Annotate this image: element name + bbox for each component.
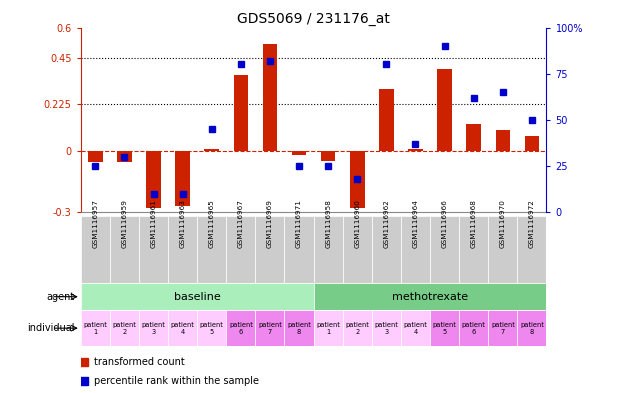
Text: GSM1116959: GSM1116959 (121, 199, 127, 248)
Text: GSM1116958: GSM1116958 (325, 199, 331, 248)
Text: GSM1116972: GSM1116972 (529, 199, 535, 248)
Bar (372, 310, 401, 346)
Bar (146, 151, 161, 208)
Bar (459, 216, 488, 283)
Text: individual: individual (27, 323, 75, 333)
Text: baseline: baseline (174, 292, 220, 302)
Text: GSM1116960: GSM1116960 (354, 199, 360, 248)
Text: GSM1116961: GSM1116961 (150, 199, 156, 248)
Bar (430, 216, 459, 283)
Bar (517, 216, 546, 283)
Bar (197, 310, 226, 346)
Bar (226, 216, 255, 283)
Bar (284, 216, 314, 283)
Text: patient
3: patient 3 (142, 321, 165, 335)
Text: percentile rank within the sample: percentile rank within the sample (94, 376, 259, 386)
Title: GDS5069 / 231176_at: GDS5069 / 231176_at (237, 13, 390, 26)
Bar (117, 151, 132, 162)
Text: GSM1116970: GSM1116970 (500, 199, 506, 248)
Bar (517, 310, 546, 346)
Text: patient
2: patient 2 (345, 321, 369, 335)
Bar (488, 310, 517, 346)
Bar (466, 124, 481, 151)
Bar (81, 310, 110, 346)
Bar (430, 310, 459, 346)
Bar (314, 310, 343, 346)
Bar (284, 310, 314, 346)
Bar (525, 136, 539, 151)
Text: GSM1116967: GSM1116967 (238, 199, 244, 248)
Bar (292, 151, 306, 155)
Text: patient
6: patient 6 (462, 321, 486, 335)
Bar (81, 216, 110, 283)
Bar (197, 216, 226, 283)
Text: transformed count: transformed count (94, 356, 184, 367)
Bar (226, 310, 255, 346)
Text: methotrexate: methotrexate (392, 292, 468, 302)
Text: patient
4: patient 4 (171, 321, 194, 335)
Text: GSM1116968: GSM1116968 (471, 199, 477, 248)
Bar (314, 283, 546, 310)
Text: patient
3: patient 3 (374, 321, 398, 335)
Bar (233, 75, 248, 151)
Bar (255, 216, 284, 283)
Bar (81, 283, 314, 310)
Bar (459, 310, 488, 346)
Text: patient
1: patient 1 (316, 321, 340, 335)
Text: GSM1116971: GSM1116971 (296, 199, 302, 248)
Text: patient
1: patient 1 (83, 321, 107, 335)
Text: patient
7: patient 7 (491, 321, 515, 335)
Text: patient
4: patient 4 (404, 321, 427, 335)
Text: patient
8: patient 8 (287, 321, 311, 335)
Bar (175, 151, 190, 206)
Text: patient
8: patient 8 (520, 321, 544, 335)
Text: GSM1116964: GSM1116964 (412, 199, 419, 248)
Bar (401, 216, 430, 283)
Bar (379, 89, 394, 151)
Bar (88, 151, 102, 162)
Bar (350, 151, 365, 208)
Text: GSM1116962: GSM1116962 (383, 199, 389, 248)
Bar (314, 216, 343, 283)
Bar (263, 44, 277, 151)
Bar (168, 216, 197, 283)
Bar (408, 149, 423, 151)
Text: patient
5: patient 5 (433, 321, 456, 335)
Text: agent: agent (47, 292, 75, 302)
Text: GSM1116969: GSM1116969 (267, 199, 273, 248)
Text: GSM1116966: GSM1116966 (442, 199, 448, 248)
Text: patient
6: patient 6 (229, 321, 253, 335)
Bar (401, 310, 430, 346)
Bar (372, 216, 401, 283)
Bar (343, 216, 372, 283)
Bar (110, 216, 139, 283)
Bar (168, 310, 197, 346)
Bar (139, 310, 168, 346)
Text: GSM1116957: GSM1116957 (93, 199, 98, 248)
Bar (110, 310, 139, 346)
Text: patient
7: patient 7 (258, 321, 282, 335)
Bar (255, 310, 284, 346)
Bar (139, 216, 168, 283)
Text: GSM1116965: GSM1116965 (209, 199, 215, 248)
Bar (437, 68, 452, 151)
Bar (321, 151, 335, 161)
Bar (343, 310, 372, 346)
Text: GSM1116963: GSM1116963 (179, 199, 186, 248)
Bar (488, 216, 517, 283)
Text: patient
5: patient 5 (200, 321, 224, 335)
Text: patient
2: patient 2 (112, 321, 137, 335)
Bar (496, 130, 510, 151)
Bar (204, 149, 219, 151)
